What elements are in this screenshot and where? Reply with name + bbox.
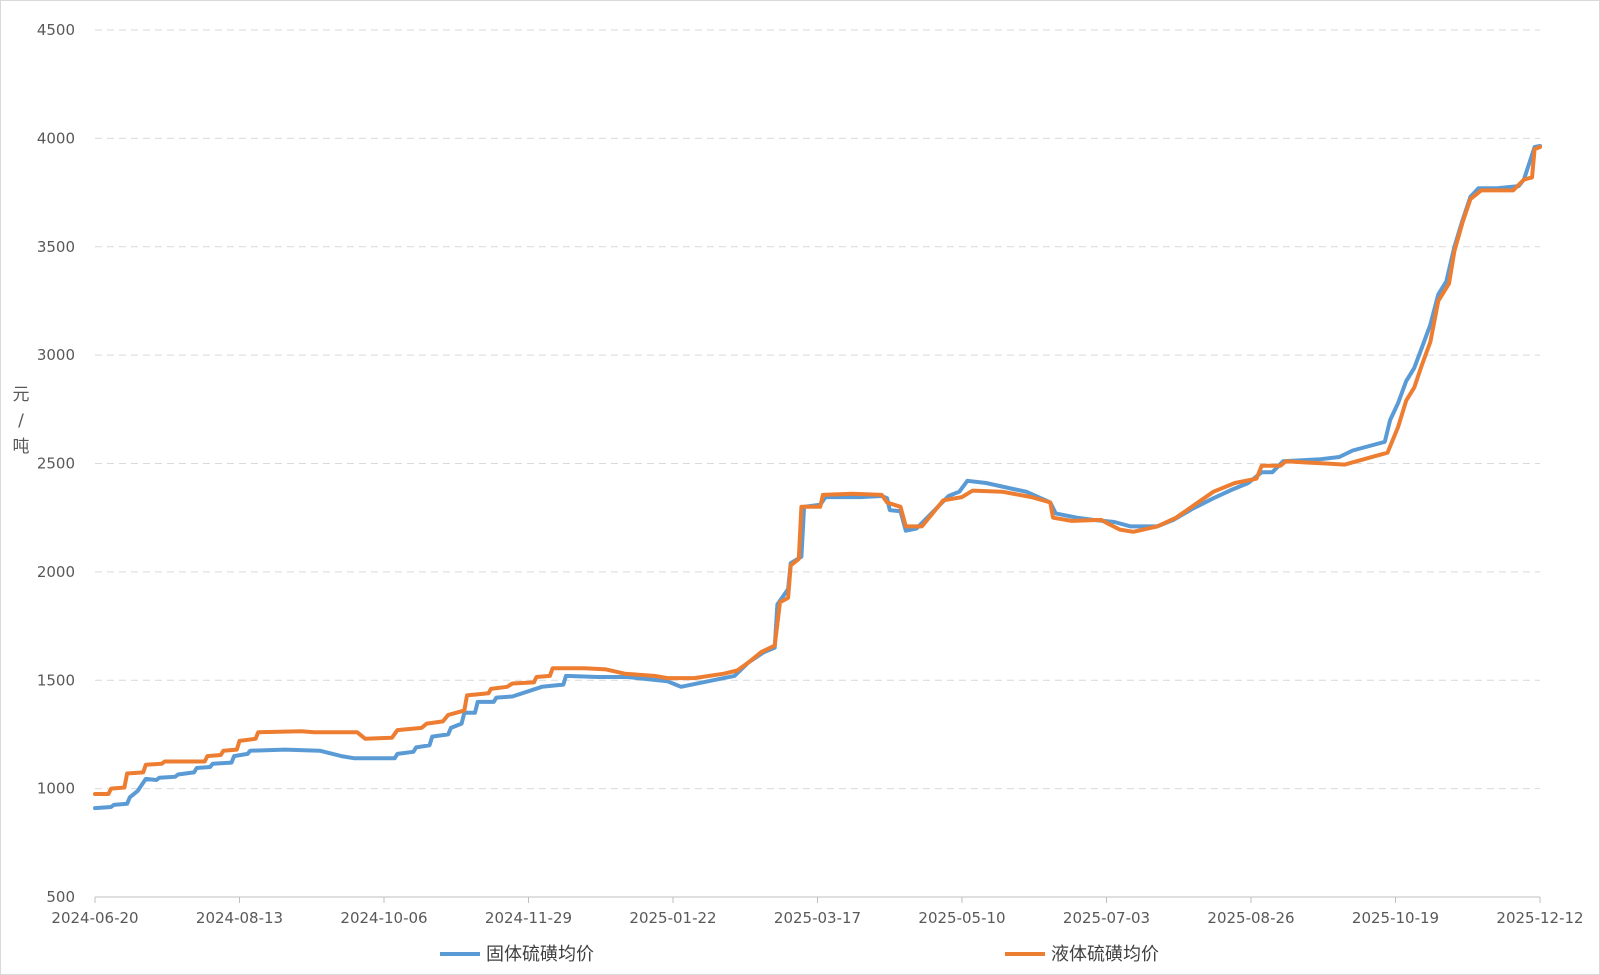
axes: 2024-06-20 2024-08-13 2024-10-06 2024-11-29… bbox=[37, 21, 1584, 927]
x-tick-label: 2025-05-10 bbox=[918, 909, 1005, 927]
series-lines bbox=[93, 144, 1542, 811]
y-tick-label: 500 bbox=[46, 888, 75, 906]
y-tick-label: 1000 bbox=[37, 780, 75, 798]
y-axis: 500 1000 1500 2000 2500 3000 3500 4000 4500 bbox=[37, 21, 75, 906]
x-tick-label: 2025-01-22 bbox=[629, 909, 716, 927]
x-tick-label: 2025-03-17 bbox=[774, 909, 861, 927]
y-tick-label: 2000 bbox=[37, 563, 75, 581]
legend-label-solid: 固体硫磺均价 bbox=[486, 944, 594, 965]
legend: 固体硫磺均价 液体硫磺均价 bbox=[440, 944, 1159, 965]
legend-label-liquid: 液体硫磺均价 bbox=[1051, 944, 1159, 965]
y-tick-label: 3500 bbox=[37, 238, 75, 256]
x-tick-label: 2024-10-06 bbox=[340, 909, 427, 927]
y-tick-label: 1500 bbox=[37, 671, 75, 689]
y-tick-label: 3000 bbox=[37, 346, 75, 364]
y-axis-title-char-1: 元 bbox=[13, 385, 30, 405]
x-tick-label: 2025-07-03 bbox=[1063, 909, 1150, 927]
y-tick-label: 4000 bbox=[37, 129, 75, 147]
x-tick-label: 2025-08-26 bbox=[1207, 909, 1294, 927]
gridlines bbox=[95, 29, 1540, 790]
x-tick-label: 2024-08-13 bbox=[196, 909, 283, 927]
x-tick-label: 2024-06-20 bbox=[51, 909, 138, 927]
x-axis: 2024-06-20 2024-08-13 2024-10-06 2024-11-29… bbox=[51, 896, 1584, 927]
series-line-liquid-sulfur bbox=[93, 145, 1542, 796]
y-tick-label: 2500 bbox=[37, 455, 75, 473]
x-tick-label: 2025-10-19 bbox=[1352, 909, 1439, 927]
y-axis-title-char-3: 吨 bbox=[13, 437, 30, 457]
x-tick-label: 2025-12-12 bbox=[1496, 909, 1583, 927]
x-tick-label: 2024-11-29 bbox=[485, 909, 572, 927]
y-axis-title-char-2: / bbox=[18, 411, 24, 431]
y-tick-label: 4500 bbox=[37, 21, 75, 39]
y-axis-title: 元 / 吨 bbox=[13, 385, 30, 457]
